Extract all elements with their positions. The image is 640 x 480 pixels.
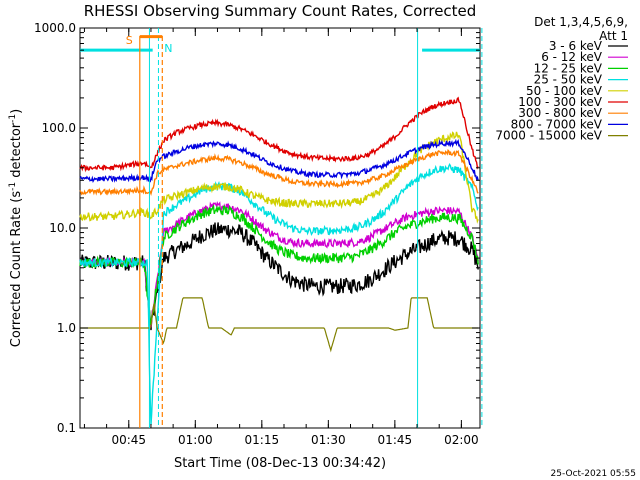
legend-label: 50 - 100 keV (526, 84, 603, 98)
x-axis: 00:45 01:00 01:15 01:30 01:45 02:00 (83, 28, 479, 447)
legend-label: 3 - 6 keV (549, 39, 603, 53)
y-axis-label-sup2: -1 (8, 114, 18, 123)
series-line (79, 163, 479, 425)
series-7000-15000-keV (80, 297, 479, 353)
series-line (79, 204, 479, 326)
y-tick-label: 0.1 (57, 421, 76, 435)
x-tick-label: 00:45 (111, 433, 146, 447)
x-tick-label: 01:00 (178, 433, 213, 447)
x-axis-label: Start Time (08-Dec-13 00:34:42) (174, 456, 386, 471)
y-tick-label: 1000.0 (34, 21, 76, 35)
legend-label: 6 - 12 keV (541, 50, 603, 64)
plot-area: SN (79, 27, 483, 429)
timestamp: 25-Oct-2021 05:55 (551, 469, 636, 479)
y-axis-label-main: Corrected Count Rate (s (9, 191, 24, 348)
series-12-25-keV (79, 204, 479, 326)
y-axis: 1000.0 100.0 10.0 1.0 0.1 (34, 21, 480, 435)
series-line (79, 138, 479, 184)
s-label: S (126, 34, 133, 47)
legend-label: 7000 - 15000 keV (495, 129, 602, 143)
series-25-50-keV (79, 163, 479, 425)
legend-header-line1: Det 1,3,4,5,6,9, (534, 15, 628, 29)
y-tick-label: 100.0 (42, 121, 76, 135)
y-axis-label-mid: detector (9, 122, 24, 182)
legend-label: 25 - 50 keV (534, 73, 603, 87)
x-tick-label: 02:00 (444, 433, 479, 447)
x-tick-label: 01:15 (245, 433, 280, 447)
x-tick-label: 01:45 (378, 433, 413, 447)
y-tick-label: 1.0 (57, 321, 76, 335)
series-800-7000-keV (79, 138, 479, 184)
y-axis-label-end: ) (9, 109, 24, 114)
legend-label: 100 - 300 keV (518, 95, 602, 109)
series-line (80, 297, 479, 353)
y-axis-label: Corrected Count Rate (s-1 detector-1) (8, 109, 24, 347)
series-line (79, 96, 479, 173)
y-tick-label: 10.0 (49, 221, 76, 235)
series-line (79, 149, 479, 197)
legend-label: 12 - 25 keV (534, 61, 603, 75)
y-axis-label-sup1: -1 (8, 182, 18, 191)
annotations: SN (80, 28, 483, 428)
x-tick-label: 01:30 (311, 433, 346, 447)
legend-label: 300 - 800 keV (518, 106, 602, 120)
series-100-300-keV (79, 96, 479, 173)
legend-header-line2: Att 1 (599, 29, 628, 43)
series-300-800-keV (79, 149, 479, 197)
legend-label: 800 - 7000 keV (511, 117, 603, 131)
chart-title: RHESSI Observing Summary Count Rates, Co… (84, 2, 477, 20)
n-label: N (164, 42, 172, 55)
